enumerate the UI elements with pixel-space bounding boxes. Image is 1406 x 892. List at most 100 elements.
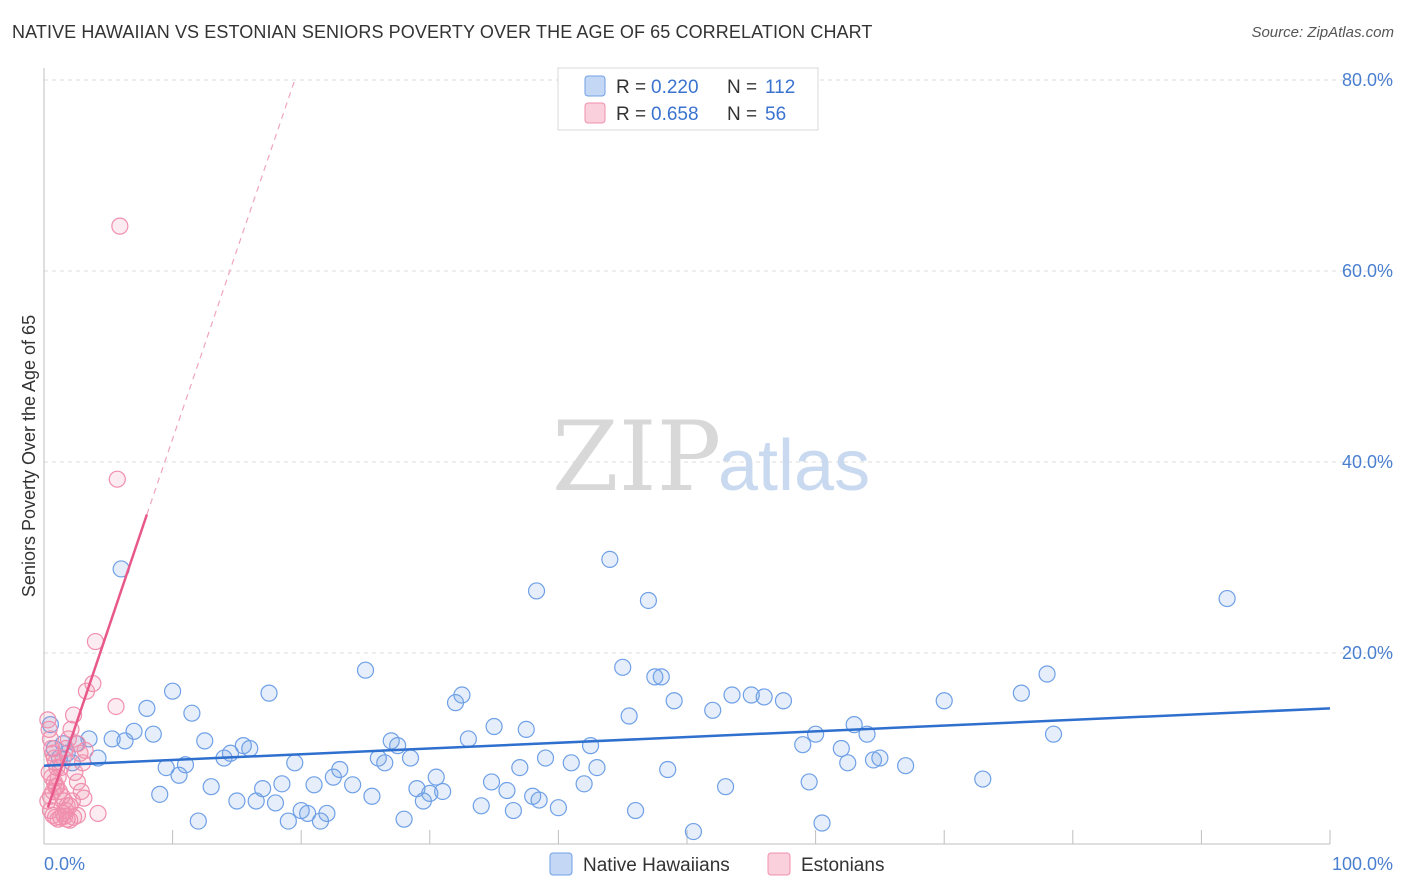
bottom-legend-swatch-estonians <box>767 852 791 876</box>
legend-r-value-1: 0.220 <box>651 77 699 98</box>
data-point <box>935 692 953 710</box>
data-point <box>138 699 156 717</box>
data-point <box>626 801 645 820</box>
data-point <box>76 741 94 760</box>
axes <box>43 68 1331 845</box>
data-point <box>68 806 87 824</box>
data-point <box>530 791 548 809</box>
data-point <box>254 780 272 798</box>
data-point <box>331 760 349 779</box>
data-point <box>755 688 773 706</box>
tick-labels: 80.0% 60.0% 40.0% 20.0% 0.0% 100.0% <box>44 70 1393 874</box>
data-point <box>299 804 317 823</box>
y-axis-label: Seniors Poverty Over the Age of 65 <box>19 315 39 597</box>
data-point <box>504 801 522 820</box>
data-point <box>1044 725 1063 743</box>
legend-n-label-1: N = <box>727 77 757 98</box>
data-point <box>588 758 606 777</box>
data-point <box>286 754 304 772</box>
data-point <box>482 773 501 791</box>
data-point <box>434 782 452 801</box>
series-native-hawaiians <box>41 550 1236 841</box>
data-point <box>273 775 291 793</box>
trend-layer <box>43 79 1331 809</box>
data-point <box>196 732 214 750</box>
data-point <box>974 770 992 788</box>
data-point <box>453 686 471 704</box>
data-point <box>684 822 703 841</box>
series-estonians <box>39 217 129 829</box>
data-point <box>620 707 638 725</box>
data-point <box>794 736 812 754</box>
data-point <box>151 785 169 803</box>
series-layer <box>39 217 1236 841</box>
legend-r-label-1: R = <box>616 77 646 98</box>
data-point <box>806 725 825 743</box>
data-point <box>659 760 677 779</box>
data-point <box>864 751 883 769</box>
data-point <box>344 776 362 794</box>
data-point <box>318 804 336 823</box>
data-point <box>395 810 413 828</box>
y-tick-label: 40.0% <box>1342 452 1393 472</box>
data-point <box>71 744 89 762</box>
data-point <box>774 692 793 710</box>
data-point <box>527 582 546 600</box>
data-point <box>164 682 182 700</box>
data-point <box>472 797 490 815</box>
x-tick-label: 100.0% <box>1332 854 1393 874</box>
data-point <box>1038 665 1056 683</box>
source-label: Source: ZipAtlas.com <box>1251 24 1394 41</box>
data-point <box>832 739 850 758</box>
legend-n-value-1: 112 <box>765 77 795 98</box>
grid-lines <box>44 79 1394 654</box>
data-point <box>646 668 664 686</box>
data-point <box>401 749 420 767</box>
data-point <box>871 749 889 767</box>
data-point <box>562 754 580 772</box>
trend-line-0 <box>43 707 1331 767</box>
data-point <box>511 758 529 777</box>
data-point <box>601 550 619 569</box>
data-point <box>427 768 445 786</box>
data-point <box>228 792 246 810</box>
data-point <box>202 778 220 796</box>
data-point <box>103 730 121 748</box>
legend-n-label-2: N = <box>727 104 757 125</box>
data-point <box>144 725 162 743</box>
data-point <box>639 591 658 610</box>
data-point <box>266 794 285 812</box>
data-point <box>107 697 125 716</box>
data-point <box>241 739 259 758</box>
bottom-legend-label-estonians: Estonians <box>801 855 884 876</box>
data-point <box>421 784 439 802</box>
data-point <box>1218 589 1236 608</box>
data-point <box>897 757 915 775</box>
data-point <box>305 776 323 794</box>
y-tick-label: 80.0% <box>1342 70 1393 90</box>
data-point <box>716 778 735 796</box>
data-point <box>485 717 503 736</box>
legend-n-value-2: 56 <box>765 104 786 125</box>
y-tick-label: 60.0% <box>1342 261 1393 281</box>
data-point <box>800 773 818 791</box>
data-point <box>170 766 188 784</box>
data-point <box>125 722 143 740</box>
y-tick-label: 20.0% <box>1342 643 1393 663</box>
trend-line-1 <box>46 514 149 809</box>
data-point <box>68 773 87 791</box>
data-point <box>652 668 670 686</box>
data-point <box>363 787 381 805</box>
legend-r-value-2: 0.658 <box>651 104 699 125</box>
trend-line-extension-1 <box>146 79 296 515</box>
data-point <box>108 470 126 488</box>
data-point <box>183 704 201 722</box>
watermark-atlas: atlas <box>718 426 870 506</box>
data-point <box>665 692 683 710</box>
bottom-legend: Native Hawaiians Estonians <box>549 852 884 876</box>
data-point <box>614 658 632 676</box>
bottom-legend-swatch-native-hawaiians <box>549 852 573 876</box>
data-point <box>575 775 593 793</box>
data-point <box>89 804 107 823</box>
legend-r-label-2: R = <box>616 104 646 125</box>
